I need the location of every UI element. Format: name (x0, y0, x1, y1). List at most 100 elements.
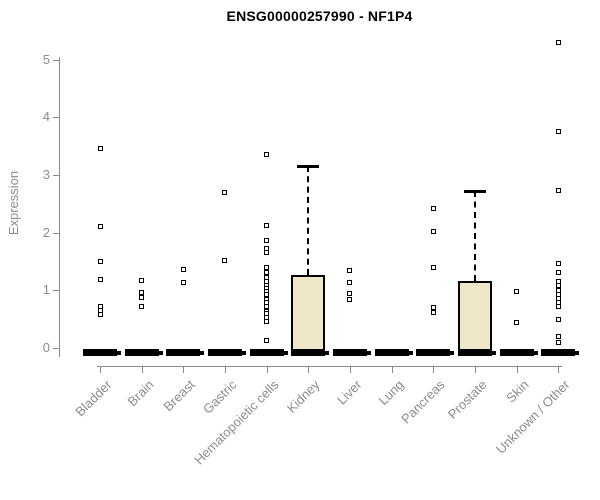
outlier-point (514, 288, 519, 294)
median-bar-nub (324, 350, 330, 355)
y-tick-label: 3 (42, 166, 50, 182)
median-bar (332, 349, 367, 356)
x-tick (391, 366, 393, 373)
whisker-line (473, 191, 476, 282)
x-tick (516, 366, 518, 373)
median-bar (499, 349, 534, 356)
median-bar-nub (449, 350, 455, 355)
outlier-point (347, 280, 353, 286)
y-tick-label: 4 (42, 109, 50, 125)
outlier-point (555, 187, 561, 193)
y-tick-label: 0 (42, 340, 50, 355)
median-bar-nub (490, 350, 496, 355)
outlier-point (139, 290, 145, 296)
outlier-point (555, 269, 561, 275)
y-tick (53, 232, 59, 234)
outlier-point (222, 189, 228, 195)
median-bar-nub (532, 350, 538, 355)
box (457, 281, 492, 353)
outlier-point (264, 270, 270, 276)
outlier-point (264, 223, 270, 229)
outlier-point (430, 305, 436, 311)
y-tick-label: 1 (42, 282, 50, 298)
median-bar-nub (282, 350, 288, 355)
median-bar-nub (365, 350, 371, 355)
x-tick (100, 366, 101, 373)
median-bar (83, 349, 117, 356)
outlier-point (555, 283, 561, 289)
chart-title: ENSG00000257990 - NF1P4 (226, 8, 413, 24)
outlier-point (555, 303, 561, 309)
median-bar (124, 349, 159, 356)
outlier-point (264, 152, 270, 158)
x-tick (141, 366, 143, 373)
outlier-point (97, 145, 103, 151)
x-tick (266, 366, 268, 373)
outlier-point (430, 205, 436, 211)
median-bar (166, 349, 201, 356)
outlier-point (555, 128, 561, 134)
y-tick (53, 174, 59, 176)
outlier-point (180, 279, 186, 285)
y-tick-label: 2 (42, 224, 50, 240)
median-bar-nub (199, 350, 205, 355)
outlier-point (555, 339, 561, 345)
x-tick (558, 366, 560, 373)
y-axis-line (59, 57, 60, 357)
median-bar-nub (574, 350, 580, 355)
box (291, 274, 326, 353)
outlier-point (430, 228, 436, 234)
outlier-point (264, 292, 270, 298)
outlier-point (430, 309, 436, 315)
median-bar-nub (116, 350, 121, 355)
outlier-point (264, 318, 270, 324)
outlier-point (97, 312, 103, 318)
median-bar-nub (240, 350, 246, 355)
y-tick-label: 5 (42, 51, 50, 67)
y-tick (53, 290, 59, 292)
outlier-point (514, 319, 519, 325)
outlier-point (222, 257, 228, 263)
outlier-point (97, 277, 103, 283)
x-tick (349, 366, 351, 373)
median-bar (416, 349, 451, 356)
outlier-point (97, 258, 103, 264)
x-tick (224, 366, 226, 373)
whisker-cap (297, 164, 320, 168)
outlier-point (347, 267, 353, 273)
outlier-point (555, 317, 561, 323)
x-axis-line (97, 366, 562, 367)
x-tick (183, 366, 185, 373)
median-bar (249, 349, 284, 356)
median-bar (291, 349, 326, 356)
outlier-point (264, 303, 270, 309)
x-tick (474, 366, 476, 373)
outlier-point (264, 264, 270, 270)
outlier-point (180, 267, 186, 273)
y-tick (53, 117, 59, 119)
median-bar (374, 349, 409, 356)
y-tick (53, 348, 59, 349)
outlier-point (347, 291, 353, 297)
outlier-point (264, 249, 270, 255)
whisker-cap (463, 190, 486, 194)
median-bar (207, 349, 242, 356)
outlier-point (139, 294, 145, 300)
outlier-point (555, 333, 561, 339)
outlier-point (555, 39, 561, 45)
x-tick (433, 366, 435, 373)
outlier-point (264, 337, 270, 343)
x-tick (308, 366, 310, 373)
outlier-point (264, 238, 270, 244)
outlier-point (139, 303, 145, 309)
outlier-point (555, 260, 561, 266)
whisker-line (307, 165, 310, 275)
median-bar-nub (157, 350, 163, 355)
median-bar (541, 349, 576, 356)
y-tick (53, 59, 59, 61)
median-bar (457, 349, 492, 356)
median-bar-nub (407, 350, 413, 355)
outlier-point (430, 264, 436, 270)
